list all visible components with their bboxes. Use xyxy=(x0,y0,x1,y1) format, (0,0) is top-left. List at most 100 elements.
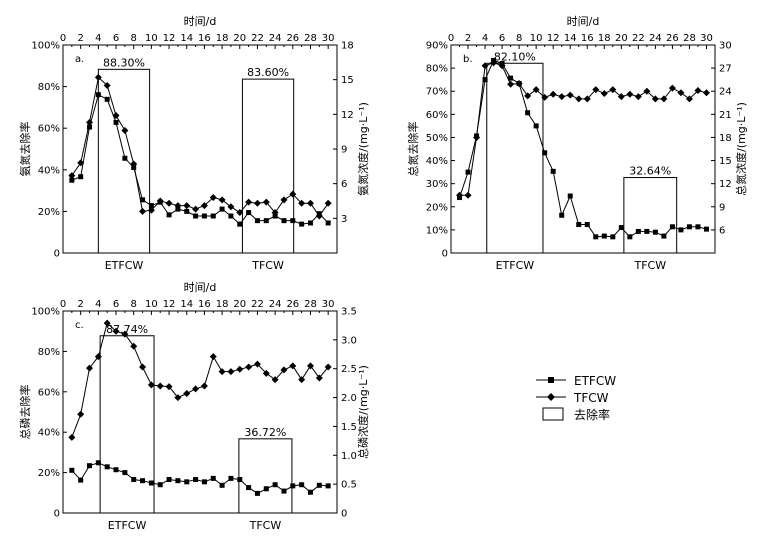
data-point-etfcw xyxy=(627,234,633,240)
data-point-tfcw xyxy=(271,376,279,384)
x-tick-label: 14 xyxy=(180,299,193,310)
data-point-etfcw xyxy=(122,470,128,476)
data-point-tfcw xyxy=(68,172,76,180)
data-point-etfcw xyxy=(193,477,199,483)
category-label-tfcw: TFCW xyxy=(249,519,282,532)
x-tick-label: 2 xyxy=(465,33,471,44)
data-point-etfcw xyxy=(157,482,163,488)
right-y-tick-label: 18 xyxy=(719,133,732,144)
data-point-tfcw xyxy=(609,86,617,94)
right-y-tick-label: 18 xyxy=(341,41,354,52)
data-point-tfcw xyxy=(456,191,464,199)
data-point-etfcw xyxy=(299,221,305,227)
data-point-tfcw xyxy=(94,353,102,361)
right-y-tick-label: 9 xyxy=(341,145,347,156)
data-point-tfcw xyxy=(262,198,270,206)
removal-rate-bar-etfcw xyxy=(486,62,544,254)
x-tick-label: 16 xyxy=(581,33,594,44)
data-point-tfcw xyxy=(139,363,147,371)
data-point-tfcw xyxy=(139,207,147,215)
left-y-axis-title: 总磷去除率 xyxy=(18,385,32,440)
data-point-tfcw xyxy=(77,410,85,418)
removal-rate-label: 83.60% xyxy=(247,66,289,79)
data-point-etfcw xyxy=(69,467,75,473)
legend-square-marker xyxy=(548,377,554,383)
left-y-tick-label: 0 xyxy=(54,249,60,260)
right-y-axis-title: 总磷浓度/(mg·L⁻¹) xyxy=(356,365,370,459)
left-y-tick-label: 20% xyxy=(38,468,60,479)
data-point-tfcw xyxy=(702,89,710,97)
left-y-tick-label: 90% xyxy=(426,41,448,52)
right-y-tick-label: 15 xyxy=(341,75,354,86)
data-point-tfcw xyxy=(236,365,244,373)
data-point-tfcw xyxy=(280,196,288,204)
right-y-tick-label: 0 xyxy=(341,509,347,520)
data-point-tfcw xyxy=(68,433,76,441)
data-point-etfcw xyxy=(669,224,675,230)
data-point-etfcw xyxy=(290,483,296,489)
x-tick-label: 10 xyxy=(530,33,543,44)
data-point-tfcw xyxy=(86,364,94,372)
left-y-tick-label: 70% xyxy=(426,87,448,98)
series-line-etfcw xyxy=(459,59,707,238)
data-point-etfcw xyxy=(601,233,607,239)
x-tick-label: 30 xyxy=(322,33,335,44)
x-tick-label: 22 xyxy=(251,33,264,44)
data-point-etfcw xyxy=(166,477,172,483)
data-point-tfcw xyxy=(94,73,102,81)
data-point-etfcw xyxy=(87,124,93,130)
right-y-tick-label: 3.0 xyxy=(341,335,357,346)
data-point-etfcw xyxy=(593,234,599,240)
data-point-tfcw xyxy=(112,327,120,335)
left-y-tick-label: 60% xyxy=(426,110,448,121)
data-point-tfcw xyxy=(298,199,306,207)
data-point-tfcw xyxy=(200,382,208,390)
right-y-tick-label: 12 xyxy=(341,110,354,121)
x-tick-label: 14 xyxy=(564,33,577,44)
data-point-tfcw xyxy=(130,160,138,168)
data-point-tfcw xyxy=(473,133,481,141)
right-y-axis-title: 总氮浓度/(mg·L⁻¹) xyxy=(734,102,748,196)
chart-panel-b: 0 2 4 6 8 10 12 14 16 18 20 22 24 26 28 30时间/d010%20%30… xyxy=(406,15,748,272)
x-tick-label: 24 xyxy=(269,33,282,44)
data-point-tfcw xyxy=(227,203,235,211)
chart-panel-c: 0 2 4 6 8 10 12 14 16 18 20 22 24 26 28 30时间/d020%40%60… xyxy=(18,281,370,532)
x-tick-label: 18 xyxy=(598,33,611,44)
data-point-tfcw xyxy=(324,363,332,371)
right-y-tick-label: 0.5 xyxy=(341,480,357,491)
x-tick-label: 18 xyxy=(216,299,229,310)
data-point-tfcw xyxy=(200,202,208,210)
x-tick-label: 16 xyxy=(198,33,211,44)
data-point-etfcw xyxy=(678,227,684,233)
x-tick-label: 12 xyxy=(547,33,560,44)
x-tick-label: 0 xyxy=(448,33,454,44)
left-y-tick-label: 40% xyxy=(38,428,60,439)
data-point-etfcw xyxy=(201,213,207,219)
removal-rate-bar-tfcw xyxy=(238,438,293,514)
data-point-tfcw xyxy=(507,80,515,88)
category-label-etfcw: ETFCW xyxy=(108,519,147,532)
x-tick-label: 4 xyxy=(482,33,488,44)
data-point-tfcw xyxy=(490,59,498,67)
left-y-tick-label: 50% xyxy=(426,133,448,144)
data-point-tfcw xyxy=(156,197,164,205)
right-y-tick-label: 2.0 xyxy=(341,393,357,404)
x-tick-label: 20 xyxy=(233,299,246,310)
data-point-tfcw xyxy=(600,90,608,98)
legend-item-tfcw: TFCW xyxy=(536,391,609,405)
x-tick-label: 8 xyxy=(131,33,137,44)
data-point-tfcw xyxy=(147,206,155,214)
x-axis-title: 时间/d xyxy=(184,15,217,28)
data-point-tfcw xyxy=(183,390,191,398)
data-point-etfcw xyxy=(508,75,514,81)
data-point-tfcw xyxy=(209,194,217,202)
data-point-etfcw xyxy=(95,460,101,466)
removal-rate-label: 36.72% xyxy=(244,426,286,439)
data-point-etfcw xyxy=(703,226,709,232)
data-point-tfcw xyxy=(464,191,472,199)
data-point-etfcw xyxy=(272,482,278,488)
data-point-tfcw xyxy=(103,81,111,89)
data-point-tfcw xyxy=(677,89,685,97)
x-tick-label: 20 xyxy=(615,33,628,44)
data-point-tfcw xyxy=(245,363,253,371)
